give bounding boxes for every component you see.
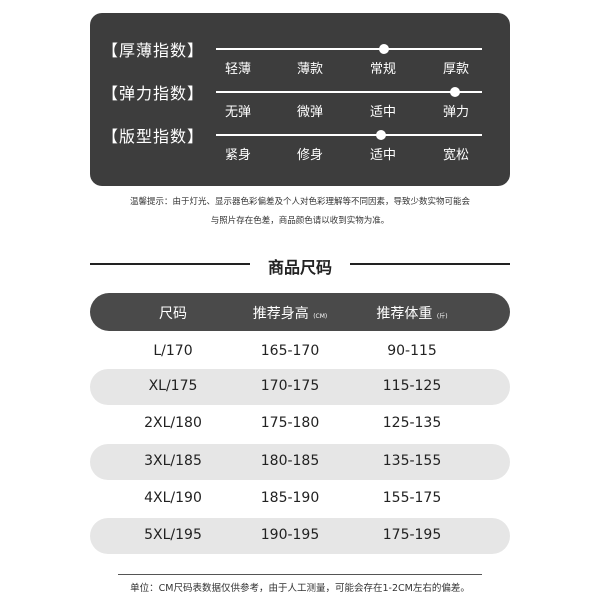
index-tick-label: 常规: [369, 62, 396, 77]
index-tick-label: 宽松: [442, 148, 469, 163]
divider-left: [90, 263, 250, 265]
height-cell: 170-175: [260, 378, 320, 394]
section-title: 商品尺码: [267, 258, 332, 277]
height-cell: 185-190: [260, 490, 320, 506]
weight-cell: 155-175: [382, 490, 442, 506]
weight-cell: 125-135: [382, 415, 442, 431]
height-cell: 175-180: [260, 415, 320, 431]
weight-cell: 90-115: [387, 343, 437, 359]
index-panel: 【厚薄指数】 轻薄 薄款 常规 厚款 【弹力指数】 无弹 微弹 适中 弹力 【版型指数】 紧身 修身 适中…: [90, 13, 510, 186]
table-row: 4XL/190 185-190 155-175: [90, 481, 510, 517]
index-tick-label: 轻薄: [224, 62, 251, 77]
notice-line-2: 与照片存在色差，商品颜色请以收到实物为准。: [210, 216, 390, 226]
index-tick-label: 弹力: [442, 105, 469, 120]
index-label: 【版型指数】: [102, 127, 205, 146]
index-tick-label: 修身: [296, 148, 323, 163]
size-cell: 4XL/190: [144, 490, 202, 506]
index-tick-label: 适中: [369, 105, 396, 120]
index-tick-label: 薄款: [296, 62, 323, 77]
index-label: 【弹力指数】: [102, 84, 205, 103]
weight-cell: 115-125: [382, 378, 442, 394]
index-tick-label: 无弹: [224, 105, 251, 120]
index-slider-dot: [450, 87, 461, 97]
weight-cell: 135-155: [382, 453, 442, 469]
size-cell: L/170: [153, 343, 193, 359]
table-row: 5XL/195 190-195 175-195: [90, 518, 510, 554]
index-tick-label: 微弹: [296, 105, 323, 120]
footer-divider: [118, 574, 482, 575]
index-slider-track: [216, 44, 482, 54]
index-label: 【厚薄指数】: [102, 41, 205, 60]
header-weight: 推荐体重 (斤): [376, 306, 448, 322]
size-cell: 3XL/185: [144, 453, 202, 469]
weight-cell: 175-195: [382, 527, 442, 543]
index-tick-label: 适中: [369, 148, 396, 163]
size-cell: 2XL/180: [144, 415, 202, 431]
divider-right: [350, 263, 510, 265]
size-cell: 5XL/195: [144, 527, 202, 543]
index-slider-dot: [375, 130, 386, 140]
index-tick-label: 紧身: [224, 148, 251, 163]
size-table-header: 尺码 推荐身高 (CM) 推荐体重 (斤): [90, 293, 510, 331]
size-cell: XL/175: [148, 378, 198, 394]
header-size: 尺码: [159, 306, 187, 322]
table-row: 3XL/185 180-185 135-155: [90, 444, 510, 480]
footer-note: 单位：CM尺码表数据仅供参考，由于人工测量，可能会存在1-2CM左右的偏差。: [130, 583, 470, 594]
table-row: 2XL/180 175-180 125-135: [90, 406, 510, 442]
height-cell: 165-170: [260, 343, 320, 359]
header-height: 推荐身高 (CM): [252, 306, 328, 322]
table-row: XL/175 170-175 115-125: [90, 369, 510, 405]
table-row: L/170 165-170 90-115: [90, 334, 510, 370]
index-slider-track: [216, 130, 482, 140]
height-cell: 190-195: [260, 527, 320, 543]
index-tick-label: 厚款: [442, 62, 469, 77]
notice-line-1: 温馨提示：由于灯光、显示器色彩偏差及个人对色彩理解等不同因素，导致少数实物可能会: [129, 197, 470, 207]
index-slider-dot: [378, 44, 389, 54]
height-cell: 180-185: [260, 453, 320, 469]
index-slider-track: [216, 87, 482, 97]
